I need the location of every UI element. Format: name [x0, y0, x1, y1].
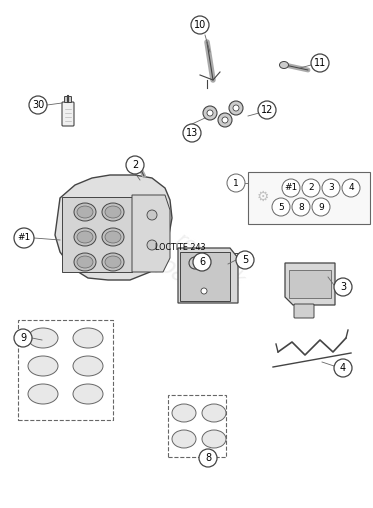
Text: 10: 10	[194, 20, 206, 30]
Polygon shape	[285, 263, 335, 305]
Circle shape	[292, 198, 310, 216]
Ellipse shape	[105, 231, 121, 243]
Text: 4: 4	[340, 363, 346, 373]
Text: 11: 11	[314, 58, 326, 68]
Circle shape	[258, 101, 276, 119]
Text: 13: 13	[186, 128, 198, 138]
Circle shape	[126, 156, 144, 174]
Text: 8: 8	[298, 203, 304, 211]
Text: 3: 3	[340, 282, 346, 292]
Ellipse shape	[105, 206, 121, 218]
Polygon shape	[132, 195, 170, 272]
Ellipse shape	[77, 206, 93, 218]
Ellipse shape	[102, 203, 124, 221]
Ellipse shape	[102, 253, 124, 271]
Circle shape	[14, 329, 32, 347]
Ellipse shape	[74, 253, 96, 271]
FancyBboxPatch shape	[168, 395, 226, 457]
Circle shape	[342, 179, 360, 197]
Circle shape	[147, 210, 157, 220]
Ellipse shape	[105, 256, 121, 268]
Circle shape	[334, 278, 352, 296]
Circle shape	[183, 124, 201, 142]
Circle shape	[302, 179, 320, 197]
FancyBboxPatch shape	[62, 197, 132, 272]
Ellipse shape	[73, 384, 103, 404]
Text: #1: #1	[284, 183, 298, 193]
FancyBboxPatch shape	[180, 252, 230, 301]
Text: 1: 1	[233, 178, 239, 187]
FancyBboxPatch shape	[248, 172, 370, 224]
Text: #1: #1	[18, 234, 31, 242]
Ellipse shape	[74, 203, 96, 221]
Circle shape	[218, 113, 232, 127]
Ellipse shape	[77, 231, 93, 243]
Circle shape	[201, 288, 207, 294]
FancyBboxPatch shape	[65, 97, 72, 103]
Text: 6: 6	[199, 257, 205, 267]
Circle shape	[229, 101, 243, 115]
Ellipse shape	[28, 356, 58, 376]
Circle shape	[29, 96, 47, 114]
Circle shape	[222, 117, 228, 123]
Ellipse shape	[28, 328, 58, 348]
Circle shape	[311, 54, 329, 72]
Text: 30: 30	[32, 100, 44, 110]
Text: 8: 8	[205, 453, 211, 463]
Circle shape	[147, 240, 157, 250]
Ellipse shape	[134, 163, 142, 169]
Circle shape	[203, 106, 217, 120]
Text: republik: republik	[172, 230, 248, 291]
Circle shape	[282, 179, 300, 197]
Ellipse shape	[202, 404, 226, 422]
Circle shape	[227, 174, 245, 192]
Text: 3: 3	[328, 183, 334, 193]
Ellipse shape	[73, 356, 103, 376]
Text: 2: 2	[308, 183, 314, 193]
Text: parts: parts	[153, 252, 219, 308]
Ellipse shape	[279, 61, 288, 69]
Text: 9: 9	[318, 203, 324, 211]
Circle shape	[191, 16, 209, 34]
Polygon shape	[178, 248, 238, 303]
Ellipse shape	[77, 256, 93, 268]
Text: 2: 2	[132, 160, 138, 170]
Circle shape	[199, 449, 217, 467]
Circle shape	[193, 253, 211, 271]
Text: ⚙: ⚙	[257, 190, 269, 204]
Text: 9: 9	[20, 333, 26, 343]
Circle shape	[233, 105, 239, 111]
Ellipse shape	[74, 228, 96, 246]
FancyBboxPatch shape	[294, 304, 314, 318]
Text: LOCTITE 243: LOCTITE 243	[155, 243, 206, 252]
Circle shape	[334, 359, 352, 377]
Ellipse shape	[172, 404, 196, 422]
Ellipse shape	[172, 430, 196, 448]
Ellipse shape	[102, 228, 124, 246]
Circle shape	[322, 179, 340, 197]
Circle shape	[272, 198, 290, 216]
Ellipse shape	[202, 430, 226, 448]
FancyBboxPatch shape	[18, 320, 113, 420]
Polygon shape	[55, 175, 172, 280]
Ellipse shape	[28, 384, 58, 404]
Circle shape	[207, 110, 213, 116]
Text: 4: 4	[348, 183, 354, 193]
Ellipse shape	[73, 328, 103, 348]
Text: 5: 5	[278, 203, 284, 211]
Circle shape	[189, 257, 201, 269]
Text: 12: 12	[261, 105, 273, 115]
Circle shape	[14, 228, 34, 248]
Circle shape	[312, 198, 330, 216]
FancyBboxPatch shape	[62, 102, 74, 126]
FancyBboxPatch shape	[289, 270, 331, 298]
Circle shape	[236, 251, 254, 269]
Text: 5: 5	[242, 255, 248, 265]
